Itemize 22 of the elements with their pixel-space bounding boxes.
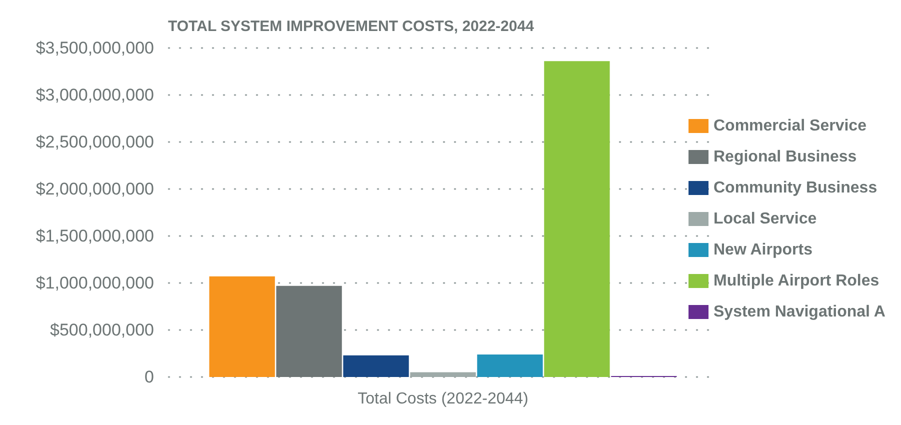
legend-label: Multiple Airport Roles [714,272,880,290]
y-tick-label: $1,500,000,000 [36,226,154,246]
y-tick-label: $3,000,000,000 [36,86,154,104]
legend-label: Local Service [714,210,817,228]
chart-title: TOTAL SYSTEM IMPROVEMENT COSTS, 2022-2044 [168,18,535,35]
y-tick-label: 0 [144,368,154,386]
y-tick-label: $500,000,000 [50,320,154,340]
bar [276,286,342,377]
bar [477,354,543,377]
y-tick-label: $3,500,000,000 [36,38,154,58]
bar [209,276,275,377]
y-tick-label: $1,000,000,000 [36,274,154,292]
y-tick-label: $2,500,000,000 [36,132,154,152]
legend-label: System Navigational A [714,304,886,320]
bar [343,355,409,377]
legend-label: Commercial Service [714,118,867,134]
x-tick-label: Total Costs (2022-2044) [358,390,528,408]
y-tick-label: $2,000,000,000 [36,180,154,198]
legend-label: New Airports [714,242,813,258]
bar [544,61,610,377]
legend-label: Regional Business [714,148,857,166]
legend-label: Community Business [714,180,878,196]
